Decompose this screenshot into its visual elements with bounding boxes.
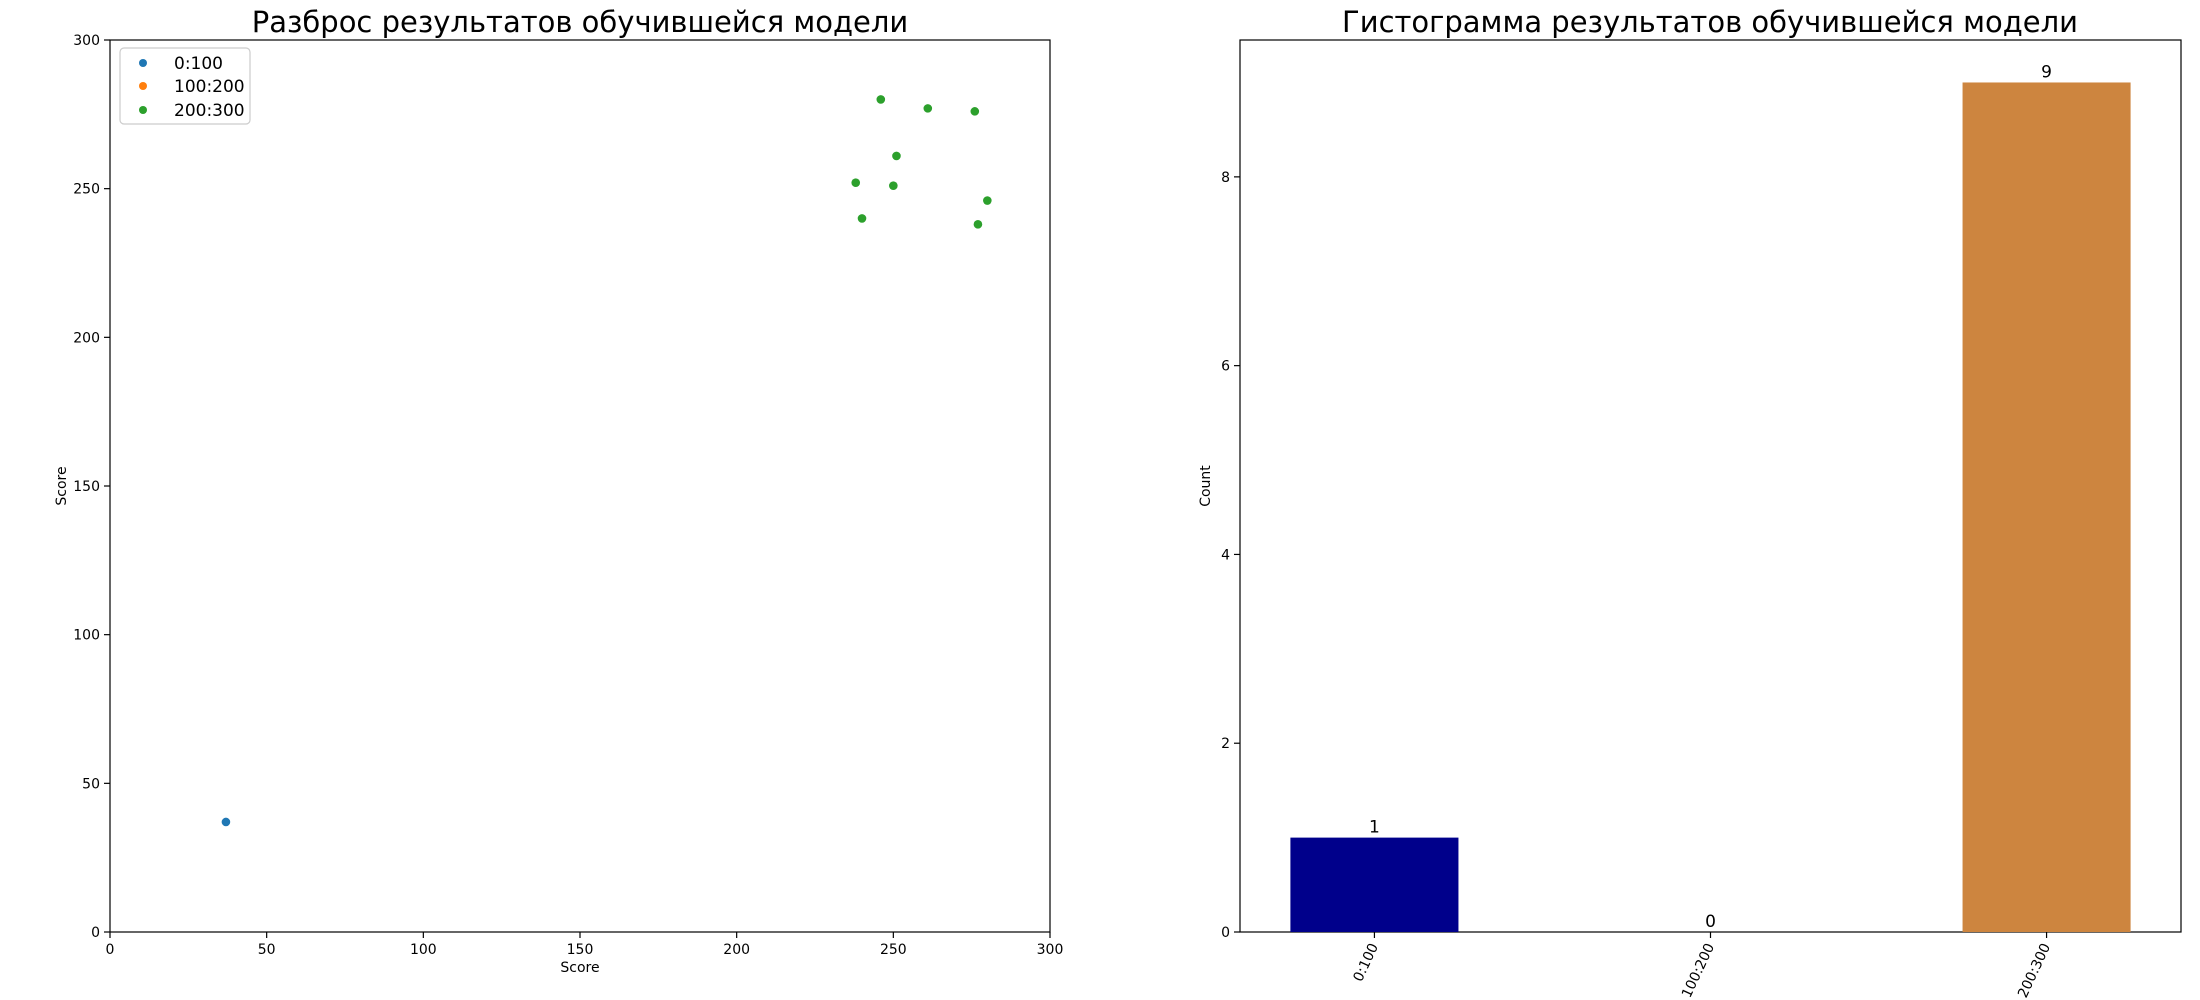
bar-value-label: 9 xyxy=(2041,62,2052,82)
scatter-point-200-300 xyxy=(923,104,933,113)
bar-y-axis-label: Count xyxy=(1198,465,1214,507)
scatter-x-tick-label: 200 xyxy=(723,942,750,958)
bar-y-tick-label: 6 xyxy=(1221,359,1230,375)
scatter-points xyxy=(221,95,992,827)
bar-value-label: 0 xyxy=(1705,912,1716,932)
legend-marker-0-100 xyxy=(139,59,147,67)
bar-y-axis: 0 2 4 6 8 xyxy=(1221,170,1240,941)
bar-chart: Гистограмма результатов обучившейся моде… xyxy=(1198,5,2182,1000)
scatter-x-axis: 0 50 100 150 200 250 300 xyxy=(106,932,1064,958)
scatter-x-tick-label: 250 xyxy=(880,942,907,958)
scatter-chart: Разброс результатов обучившейся модели 0… xyxy=(54,5,1063,976)
scatter-y-tick-label: 50 xyxy=(82,776,100,792)
scatter-x-tick-label: 50 xyxy=(258,942,276,958)
scatter-y-tick-label: 100 xyxy=(73,628,100,644)
legend-label-0-100: 0:100 xyxy=(174,54,223,74)
bar-x-tick-label: 100:200 xyxy=(1679,941,1718,1000)
scatter-point-200-300 xyxy=(876,95,886,104)
legend-label-200-300: 200:300 xyxy=(174,101,245,121)
scatter-point-200-300 xyxy=(857,214,867,223)
scatter-y-tick-label: 0 xyxy=(91,925,100,941)
scatter-title: Разброс результатов обучившейся модели xyxy=(252,5,909,39)
scatter-y-tick-label: 200 xyxy=(73,330,100,346)
scatter-point-200-300 xyxy=(983,196,992,205)
bar-y-tick-label: 0 xyxy=(1221,925,1230,941)
scatter-y-axis: 0 50 100 150 200 250 300 xyxy=(73,33,110,941)
bar-x-axis: 0:100 100:200 200:300 xyxy=(1350,932,2054,1000)
bar-x-tick-label: 200:300 xyxy=(2015,941,2054,1000)
scatter-legend: 0:100 100:200 200:300 xyxy=(119,47,251,125)
scatter-x-tick-label: 100 xyxy=(410,942,437,958)
bar-title: Гистограмма результатов обучившейся моде… xyxy=(1342,5,2078,39)
scatter-y-axis-label: Score xyxy=(54,466,70,505)
scatter-point-0-100 xyxy=(221,817,231,827)
bar-200-300 xyxy=(1962,82,2131,932)
scatter-y-tick-label: 300 xyxy=(73,33,100,49)
scatter-plot-area xyxy=(109,39,1051,933)
bar-value-labels: 1 0 9 xyxy=(1369,62,2052,932)
scatter-point-200-300 xyxy=(892,151,901,161)
scatter-y-tick-label: 150 xyxy=(73,479,100,495)
bar-y-tick-label: 2 xyxy=(1221,736,1230,752)
bar-y-tick-label: 4 xyxy=(1221,547,1230,563)
scatter-x-tick-label: 0 xyxy=(106,942,115,958)
legend-box xyxy=(119,47,251,125)
scatter-x-tick-label: 300 xyxy=(1037,942,1064,958)
bar-value-label: 1 xyxy=(1369,818,1380,838)
bar-0-100 xyxy=(1290,837,1459,932)
scatter-point-200-300 xyxy=(970,107,980,116)
bar-y-tick-label: 8 xyxy=(1221,170,1230,186)
scatter-point-200-300 xyxy=(851,178,861,188)
legend-marker-100-200 xyxy=(139,82,147,90)
scatter-point-200-300 xyxy=(973,220,983,229)
scatter-x-axis-label: Score xyxy=(560,960,599,976)
bar-x-tick-label: 0:100 xyxy=(1350,941,1382,984)
scatter-point-200-300 xyxy=(889,181,898,190)
scatter-y-tick-label: 250 xyxy=(73,182,100,198)
bars xyxy=(1290,82,2131,932)
scatter-x-tick-label: 150 xyxy=(567,942,594,958)
legend-label-100-200: 100:200 xyxy=(174,77,245,97)
legend-marker-200-300 xyxy=(139,106,147,114)
